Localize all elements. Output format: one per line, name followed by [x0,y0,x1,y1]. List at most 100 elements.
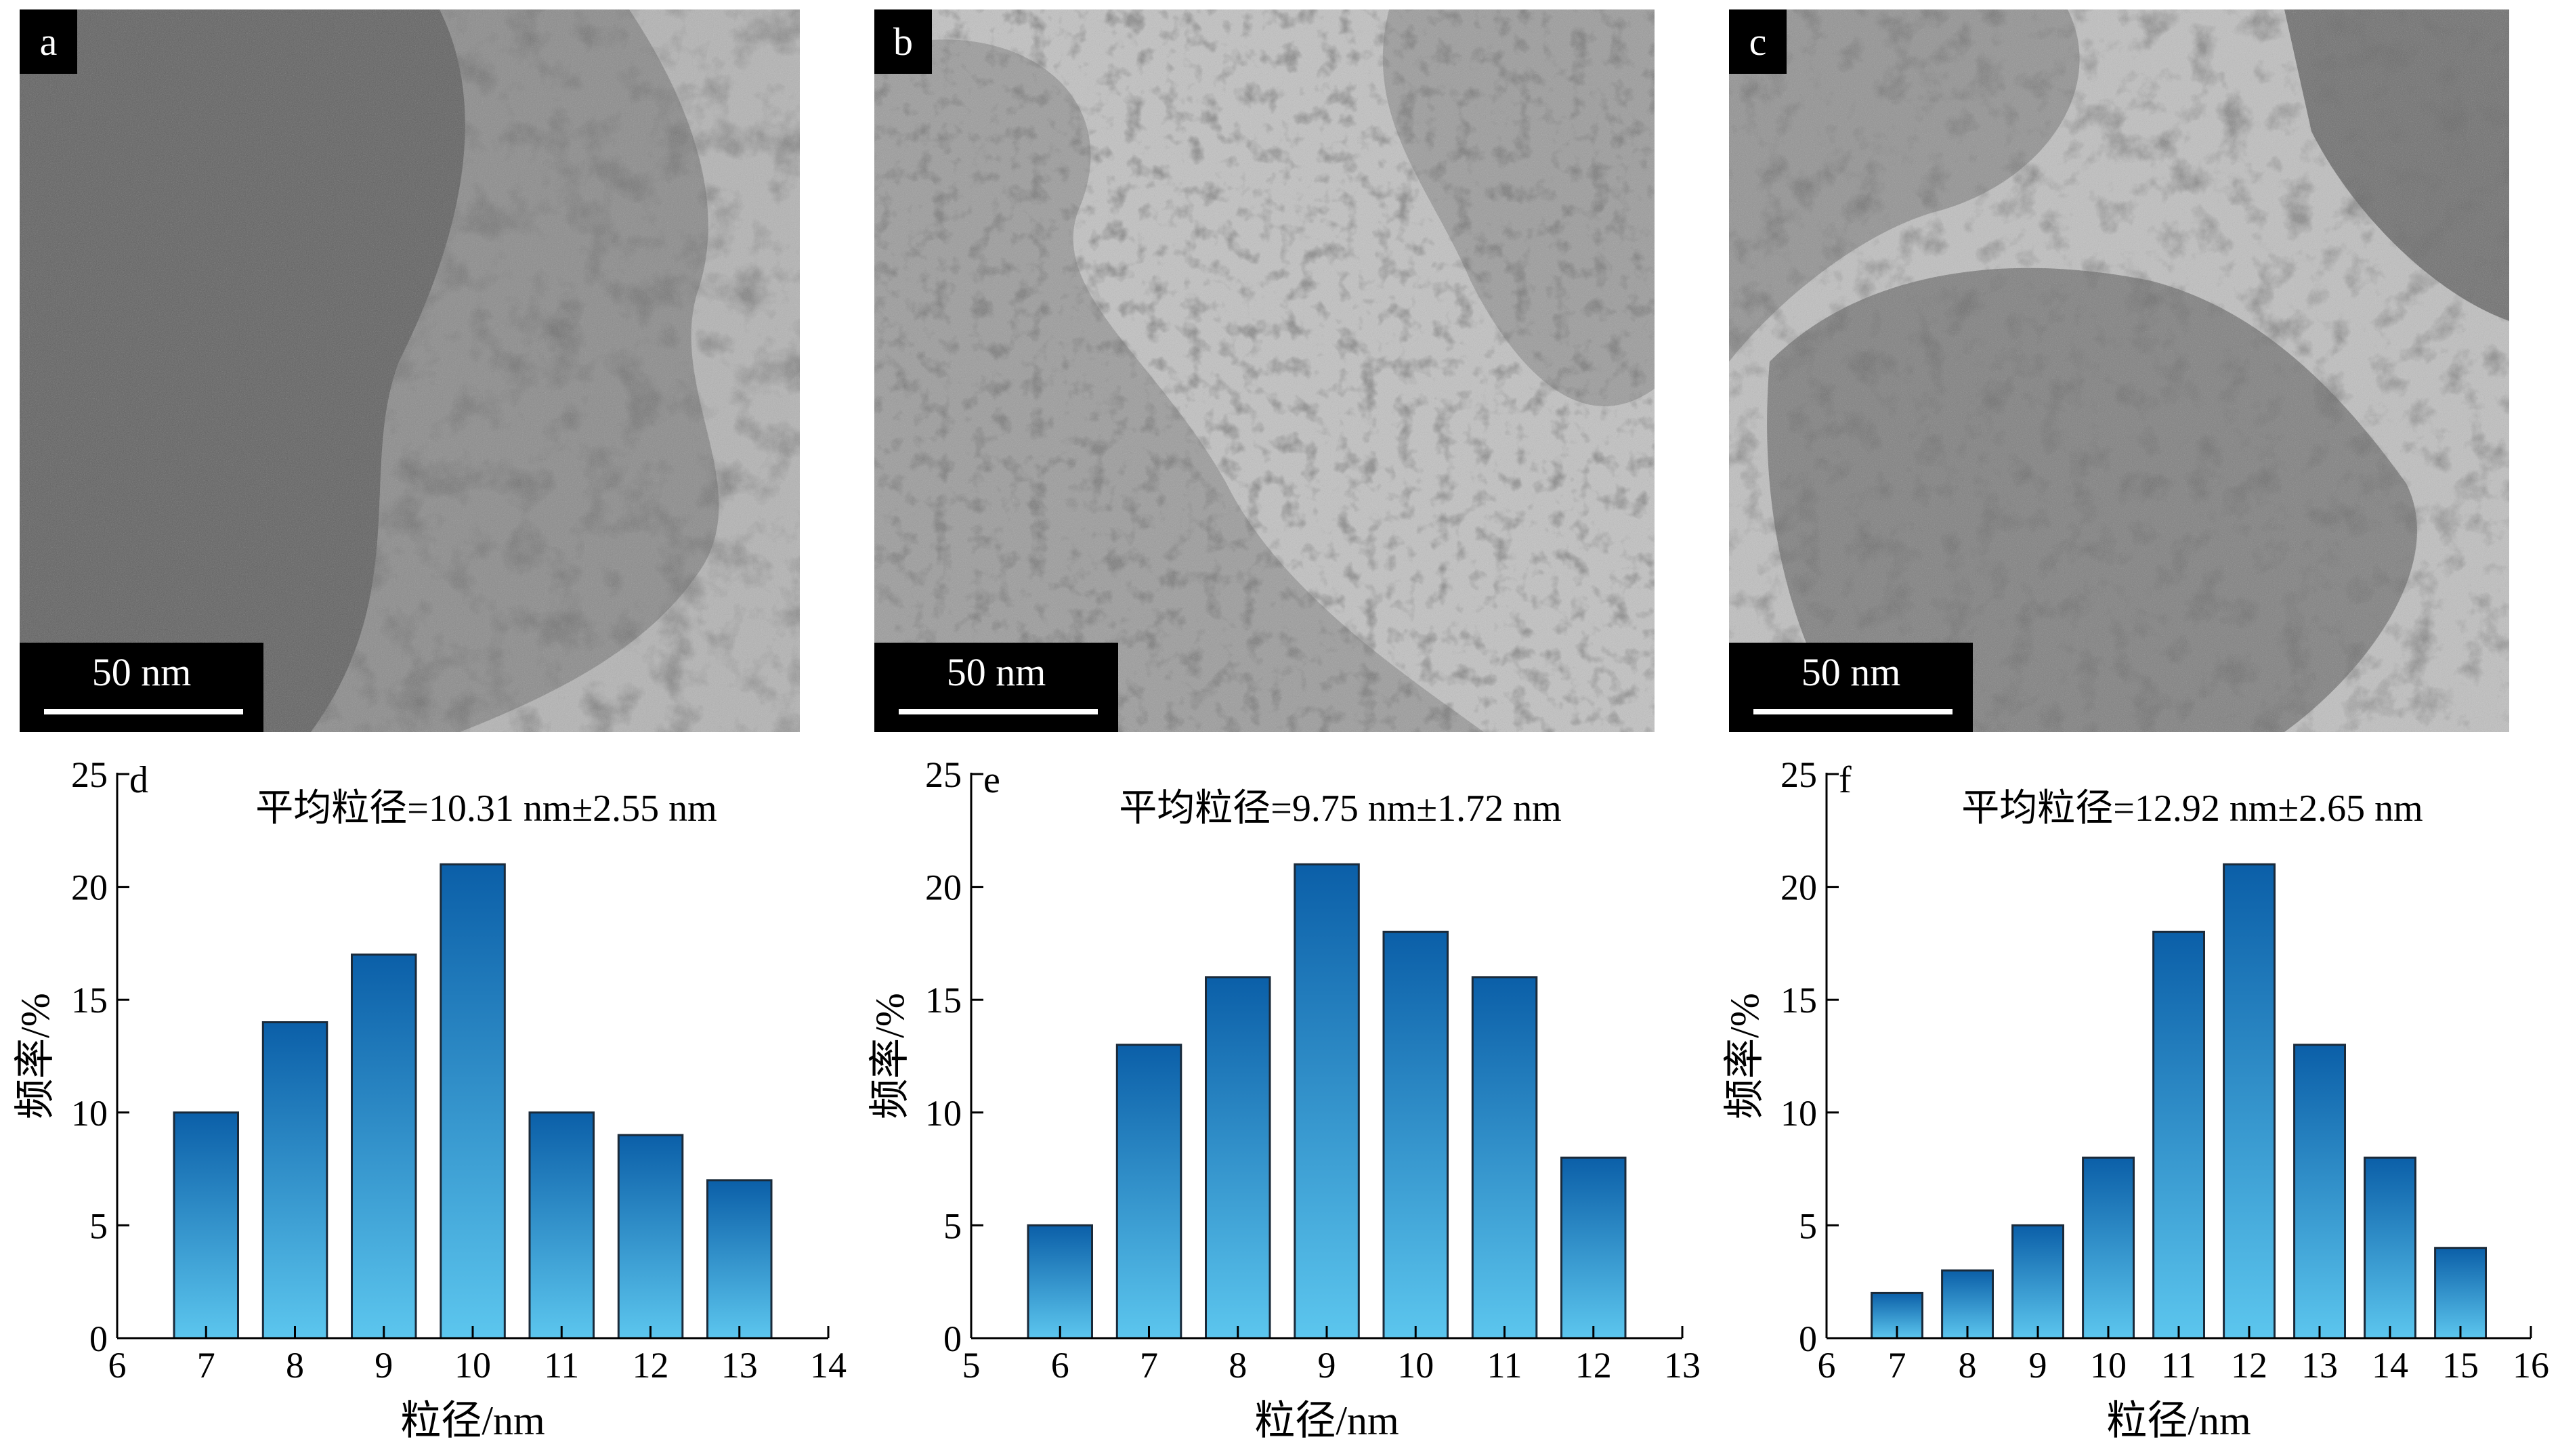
x-tick-label: 9 [1318,1345,1336,1386]
bar-f-12 [2223,863,2276,1340]
histogram-d: 0 5 10 15 20 25 6 7 8 9 10 11 12 13 14 d 平均粒径=10.31 nm±2… [13,754,847,1443]
y-tick-label: 20 [925,868,962,908]
y-tick-label: 25 [925,754,962,795]
histogram-f: 0 5 10 15 20 25 6 7 8 9 10 11 12 13 14 15 16 f 平均粒径=12.92 … [1722,754,2549,1443]
x-tick-label: 12 [633,1345,669,1386]
mean-size-annotation: 平均粒径=10.31 nm±2.55 nm [255,788,717,830]
y-tick-label: 20 [71,868,108,908]
y-tick-label: 0 [1799,1319,1817,1359]
bar-f-14 [2364,1156,2416,1340]
bar-e-9 [1294,863,1360,1340]
scale-line-c [1753,709,1953,714]
scale-bar-a: 50 nm [20,643,263,732]
y-tick-label: 5 [1799,1205,1817,1246]
x-tick-label: 10 [1397,1345,1434,1386]
x-axis-label: 粒径/nm [2106,1398,2250,1443]
x-tick-label: 11 [1487,1345,1522,1386]
bar-d-8 [261,1021,328,1340]
x-tick-label: 10 [454,1345,491,1386]
tem-image-c: c 50 nm [1729,9,2509,732]
scale-line-a [44,709,243,714]
panel-label-a: a [20,9,77,74]
y-tick-label: 5 [943,1205,962,1246]
y-tick-label: 25 [1780,754,1817,795]
scale-bar-b: 50 nm [874,643,1118,732]
x-tick-label: 8 [1959,1345,1977,1386]
x-tick-label: 16 [2513,1345,2549,1386]
bar-d-11 [528,1111,595,1340]
bar-d-7 [173,1111,239,1340]
mean-size-annotation: 平均粒径=12.92 nm±2.65 nm [1961,788,2423,830]
x-tick-label: 6 [108,1345,127,1386]
y-tick-label: 5 [89,1205,108,1246]
y-axis-label: 频率/% [868,993,912,1119]
scale-text-c: 50 nm [1801,650,1901,694]
bar-d-13 [706,1179,773,1340]
y-tick-label: 15 [1780,980,1817,1021]
x-tick-label: 11 [2161,1345,2196,1386]
bar-e-12 [1560,1156,1627,1340]
tem-micrograph-b [874,9,1655,732]
x-axis-label: 粒径/nm [1254,1398,1399,1443]
y-tick-label: 10 [71,1093,108,1134]
bar-d-9 [351,954,417,1340]
mean-size-annotation: 平均粒径=9.75 nm±1.72 nm [1119,788,1561,830]
x-tick-label: 8 [1229,1345,1247,1386]
scale-text-a: 50 nm [91,650,192,694]
x-tick-label: 11 [544,1345,579,1386]
bar-d-12 [617,1134,684,1340]
bar-e-6 [1027,1224,1093,1340]
bar-e-8 [1205,976,1271,1340]
x-axis-label: 粒径/nm [400,1398,545,1443]
x-tick-label: 13 [721,1345,758,1386]
x-tick-label: 14 [2372,1345,2408,1386]
tem-image-b: b 50 nm [874,9,1655,732]
tem-micrograph-a [20,9,800,732]
x-tick-label: 13 [1664,1345,1701,1386]
y-tick-label: 0 [943,1319,962,1359]
bar-f-9 [2011,1224,2065,1340]
x-tick-label: 7 [1140,1345,1158,1386]
bar-f-10 [2082,1156,2135,1340]
y-tick-label: 15 [925,980,962,1021]
x-tick-label: 6 [1051,1345,1069,1386]
scale-text-b: 50 nm [946,650,1046,694]
bar-e-7 [1115,1044,1182,1340]
tem-image-a: a 50 nm [20,9,800,732]
x-tick-label: 13 [2301,1345,2338,1386]
bar-f-15 [2434,1247,2487,1340]
x-tick-label: 12 [1575,1345,1612,1386]
bar-e-11 [1471,976,1538,1340]
x-tick-label: 8 [286,1345,304,1386]
bar-e-10 [1382,930,1449,1340]
panel-label-e: e [983,759,1000,801]
x-tick-label: 5 [962,1345,981,1386]
y-tick-label: 0 [89,1319,108,1359]
panel-label-b: b [874,9,932,74]
y-tick-label: 10 [925,1093,962,1134]
x-tick-label: 15 [2442,1345,2479,1386]
y-axis-label: 频率/% [13,993,58,1119]
scale-line-b [899,709,1098,714]
x-tick-label: 9 [375,1345,393,1386]
panel-label-c: c [1729,9,1787,74]
x-tick-label: 9 [2029,1345,2047,1386]
bar-d-10 [440,863,506,1340]
y-tick-label: 25 [71,754,108,795]
tem-micrograph-c [1729,9,2509,732]
panel-label-d: d [129,759,148,801]
scale-bar-c: 50 nm [1729,643,1973,732]
x-tick-label: 7 [1888,1345,1906,1386]
x-tick-label: 10 [2090,1345,2127,1386]
x-tick-label: 14 [810,1345,847,1386]
y-tick-label: 20 [1780,868,1817,908]
x-tick-label: 12 [2231,1345,2267,1386]
bar-f-11 [2152,930,2205,1340]
y-axis-label: 频率/% [1722,993,1767,1119]
x-tick-label: 7 [197,1345,215,1386]
x-tick-label: 6 [1818,1345,1836,1386]
panel-label-f: f [1839,759,1852,801]
y-tick-label: 10 [1780,1093,1817,1134]
bar-f-13 [2293,1044,2346,1340]
